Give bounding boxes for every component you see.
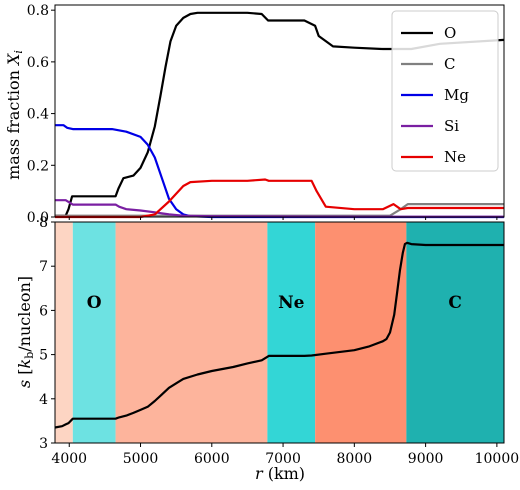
x-tick-label: 4000 [51, 451, 87, 467]
legend-label: Mg [444, 86, 469, 104]
series-line-ne [55, 178, 504, 219]
y-tick-label: 8 [39, 215, 48, 231]
legend: OC Mg Si Ne [391, 10, 499, 172]
zone-band [315, 222, 407, 443]
y-tick-label: 0.8 [27, 3, 49, 19]
x-tick-label: 7000 [265, 451, 301, 467]
zone-bands: O Ne C [55, 222, 504, 443]
y-tick-label: 4 [39, 392, 48, 408]
legend-label: C [444, 55, 455, 73]
zone-band [406, 222, 504, 443]
y-tick-label: 0.2 [27, 158, 49, 174]
x-tick-label: 8000 [337, 451, 373, 467]
x-tick-label: 5000 [123, 451, 159, 467]
x-tick-label: 6000 [194, 451, 230, 467]
bottom-axes-frame [54, 221, 505, 444]
zone-band [55, 222, 73, 443]
zone-label: Ne [278, 293, 305, 313]
y-tick-label: 5 [39, 348, 48, 364]
top-axes-frame [54, 4, 505, 218]
legend-label: Ne [444, 148, 466, 166]
y-tick-label: 3 [39, 436, 48, 452]
y-tick-label: 0.4 [27, 107, 49, 123]
bottom-panel: O Ne C 3 4 5 6 7 8 4000 5000 6000 7000 8000 9000 1000… [15, 215, 519, 483]
y-tick-label: 0.6 [27, 55, 49, 71]
bottom-y-axis-label: s [kb/nucleon] [15, 276, 36, 388]
top-panel: 0.0 0.2 0.4 0.6 0.8 mass fraction Xi OC Mg Si N… [4, 3, 505, 226]
x-tick-label: 10000 [475, 451, 520, 467]
bottom-x-ticks: 4000 5000 6000 7000 8000 9000 10000 [51, 217, 519, 467]
top-y-ticks: 0.0 0.2 0.4 0.6 0.8 [27, 3, 55, 226]
zone-label: O [87, 293, 102, 313]
series-line-c [55, 203, 504, 217]
bottom-x-axis-label: r (km) [255, 464, 305, 483]
zone-band [115, 222, 268, 443]
zone-band [72, 222, 116, 443]
legend-label: Si [444, 117, 459, 135]
bottom-series-lines [54, 241, 504, 429]
y-tick-label: 0.0 [27, 210, 49, 226]
y-tick-label: 6 [39, 303, 48, 319]
series-line-entropy [54, 241, 504, 429]
top-y-axis-label: mass fraction Xi [4, 50, 25, 180]
series-line-o [55, 11, 505, 217]
x-tick-label: 9000 [408, 451, 444, 467]
bottom-y-ticks: 3 4 5 6 7 8 [39, 215, 55, 452]
y-tick-label: 7 [39, 259, 48, 275]
zone-label: C [448, 293, 462, 313]
legend-label: O [444, 24, 456, 42]
zone-band [267, 222, 316, 443]
legend-box [391, 10, 499, 172]
